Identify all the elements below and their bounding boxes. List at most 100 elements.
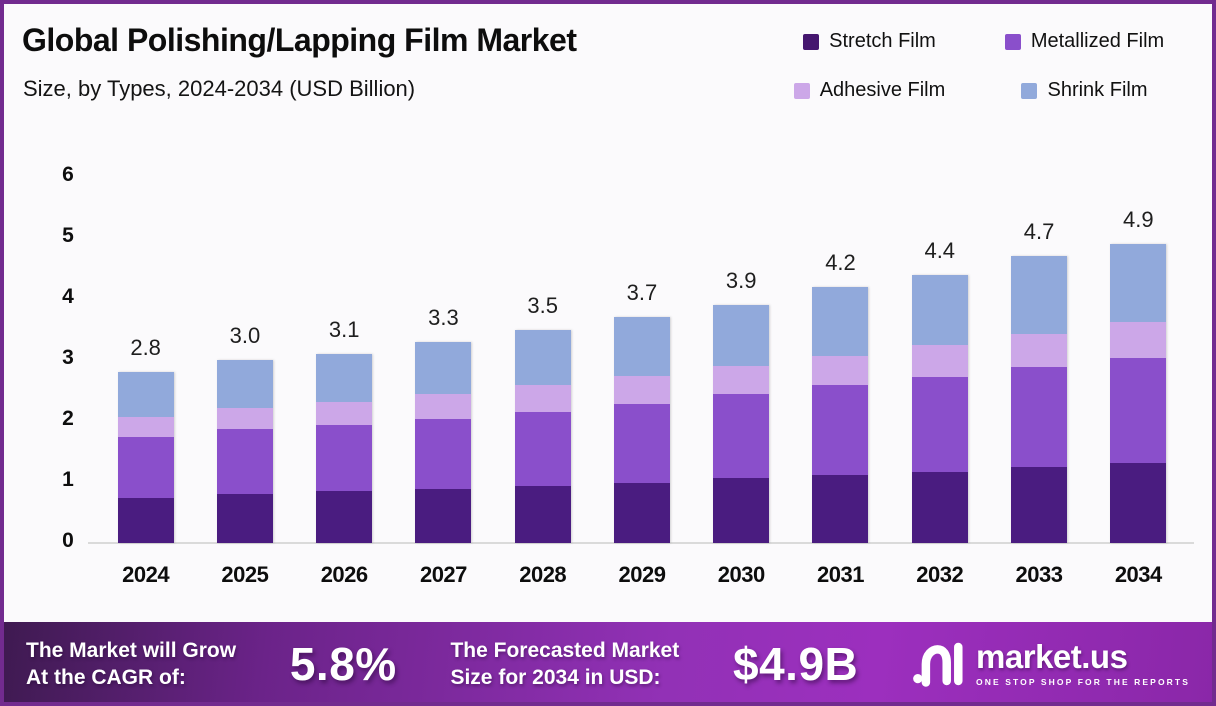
legend-item-shrink-film: Shrink Film [1021,79,1148,102]
x-axis-label: 2034 [1114,562,1162,587]
bar-segment-shrink-film [1110,244,1167,322]
bar-chart-area: 2.8 3.0 3.1 3.3 3.5 3.7 3.9 4.2 4.4 4.7 4.9 [96,150,1188,543]
bar-segment-metallized-film [613,403,670,483]
bar-segment-adhesive-film [812,356,869,386]
legend-swatch-icon [803,33,820,50]
bar-value-label: 3.3 [428,304,459,330]
bar-stack [117,372,174,543]
brand-text: market.us ONE STOP SHOP FOR THE REPORTS [976,640,1190,687]
bar-value-label: 4.9 [1122,207,1154,233]
bar-value-label: 4.4 [924,237,956,263]
bar-stack [415,341,472,543]
bar-segment-shrink-film [216,360,273,408]
x-axis-label: 2032 [916,562,964,587]
legend-label: Stretch Film [829,30,936,52]
bar-column-2028: 3.5 [493,150,592,543]
cagr-label-line1: The Market will Grow [26,638,237,662]
chart-legend: Stretch Film Metallized Film Adhesive Fi… [762,30,1192,102]
bar-segment-stretch-film [216,494,273,543]
bar-segment-stretch-film [613,482,670,543]
bar-value-label: 4.7 [1023,219,1055,245]
bar-segment-shrink-film [812,286,869,357]
cagr-label: The Market will Grow At the CAGR of: [26,637,236,692]
legend-item-stretch-film: Stretch Film [803,30,936,53]
bar-value-label: 2.8 [130,335,161,361]
bar-segment-adhesive-film [415,393,472,419]
bar-stack [812,286,869,543]
bar-segment-adhesive-film [1011,334,1068,368]
bar-segment-metallized-film [514,411,571,487]
x-axis-labels: 2024 2025 2026 2027 2028 2029 2030 2031 2032 2033… [96,562,1188,588]
bar-segment-shrink-film [713,305,770,367]
bar-segment-shrink-film [911,274,968,346]
bar-segment-stretch-film [911,471,968,543]
cagr-value: 5.8% [289,638,397,690]
x-axis-label: 2026 [320,562,368,587]
legend-label: Metallized Film [1030,30,1165,52]
x-axis-label: 2029 [618,562,666,587]
bar-segment-stretch-film [514,486,571,543]
bar-column-2025: 3.0 [195,150,294,543]
bar-segment-metallized-film [713,394,770,479]
bar-segment-adhesive-film [1110,321,1167,359]
bar-segment-adhesive-film [117,416,174,437]
bar-column-2031: 4.2 [791,150,890,543]
bar-segment-metallized-film [1110,358,1167,463]
bar-stack [1011,256,1068,543]
bar-value-label: 3.7 [626,280,658,306]
bar-column-2027: 3.3 [394,150,493,543]
bar-value-label: 4.2 [825,249,856,275]
bar-segment-stretch-film [1011,466,1068,543]
bar-segment-shrink-film [514,329,571,386]
bar-column-2034: 4.9 [1089,150,1188,543]
bar-segment-metallized-film [1011,367,1068,467]
x-axis-label: 2025 [221,562,269,587]
y-tick-label: 4 [62,285,74,308]
bar-column-2030: 3.9 [692,150,791,543]
bar-segment-metallized-film [415,418,472,490]
legend-label: Shrink Film [1047,79,1148,101]
bar-segment-adhesive-film [316,402,373,426]
bar-stack [911,274,968,543]
x-axis-label: 2024 [122,562,170,587]
x-axis-label: 2031 [817,562,864,587]
x-axis-label: 2028 [519,562,567,587]
y-tick-label: 0 [62,529,74,552]
legend-swatch-icon [1004,33,1021,50]
bar-stack [713,305,770,543]
footer-banner: The Market will Grow At the CAGR of: 5.8… [0,622,1216,706]
bar-value-label: 3.9 [725,268,757,294]
bar-segment-stretch-film [316,491,373,543]
bar-column-2032: 4.4 [890,150,989,543]
bar-segment-shrink-film [1011,256,1068,335]
x-axis-label: 2027 [419,562,467,587]
legend-swatch-icon [793,82,810,99]
bar-stack [1110,244,1167,543]
bar-segment-stretch-film [1110,462,1167,543]
forecast-label-line1: The Forecasted Market [450,638,680,662]
bar-segment-adhesive-film [613,375,670,404]
x-axis-label: 2033 [1015,562,1063,587]
bar-segment-stretch-film [415,489,472,543]
bar-stack [514,329,571,543]
bar-segment-metallized-film [911,377,968,472]
bar-segment-adhesive-film [216,407,273,429]
bar-segment-stretch-film [117,497,174,543]
market-us-logo-icon [913,642,963,687]
chart-title: Global Polishing/Lapping Film Market [22,22,577,58]
x-axis-label: 2030 [717,562,765,587]
y-tick-label: 2 [62,407,74,430]
bar-value-label: 3.5 [527,292,558,318]
forecast-label-line2: Size for 2034 in USD: [450,666,661,689]
chart-subtitle: Size, by Types, 2024-2034 (USD Billion) [23,76,416,101]
legend-swatch-icon [1021,82,1038,99]
bar-stack [613,317,670,543]
y-tick-label: 5 [62,224,74,247]
brand-logo: market.us ONE STOP SHOP FOR THE REPORTS [912,639,1190,689]
bar-segment-metallized-film [117,436,174,498]
y-tick-label: 1 [62,468,74,491]
forecast-label: The Forecasted Market Size for 2034 in U… [450,637,679,692]
bar-segment-adhesive-film [911,345,968,378]
bar-segment-metallized-film [812,385,869,475]
